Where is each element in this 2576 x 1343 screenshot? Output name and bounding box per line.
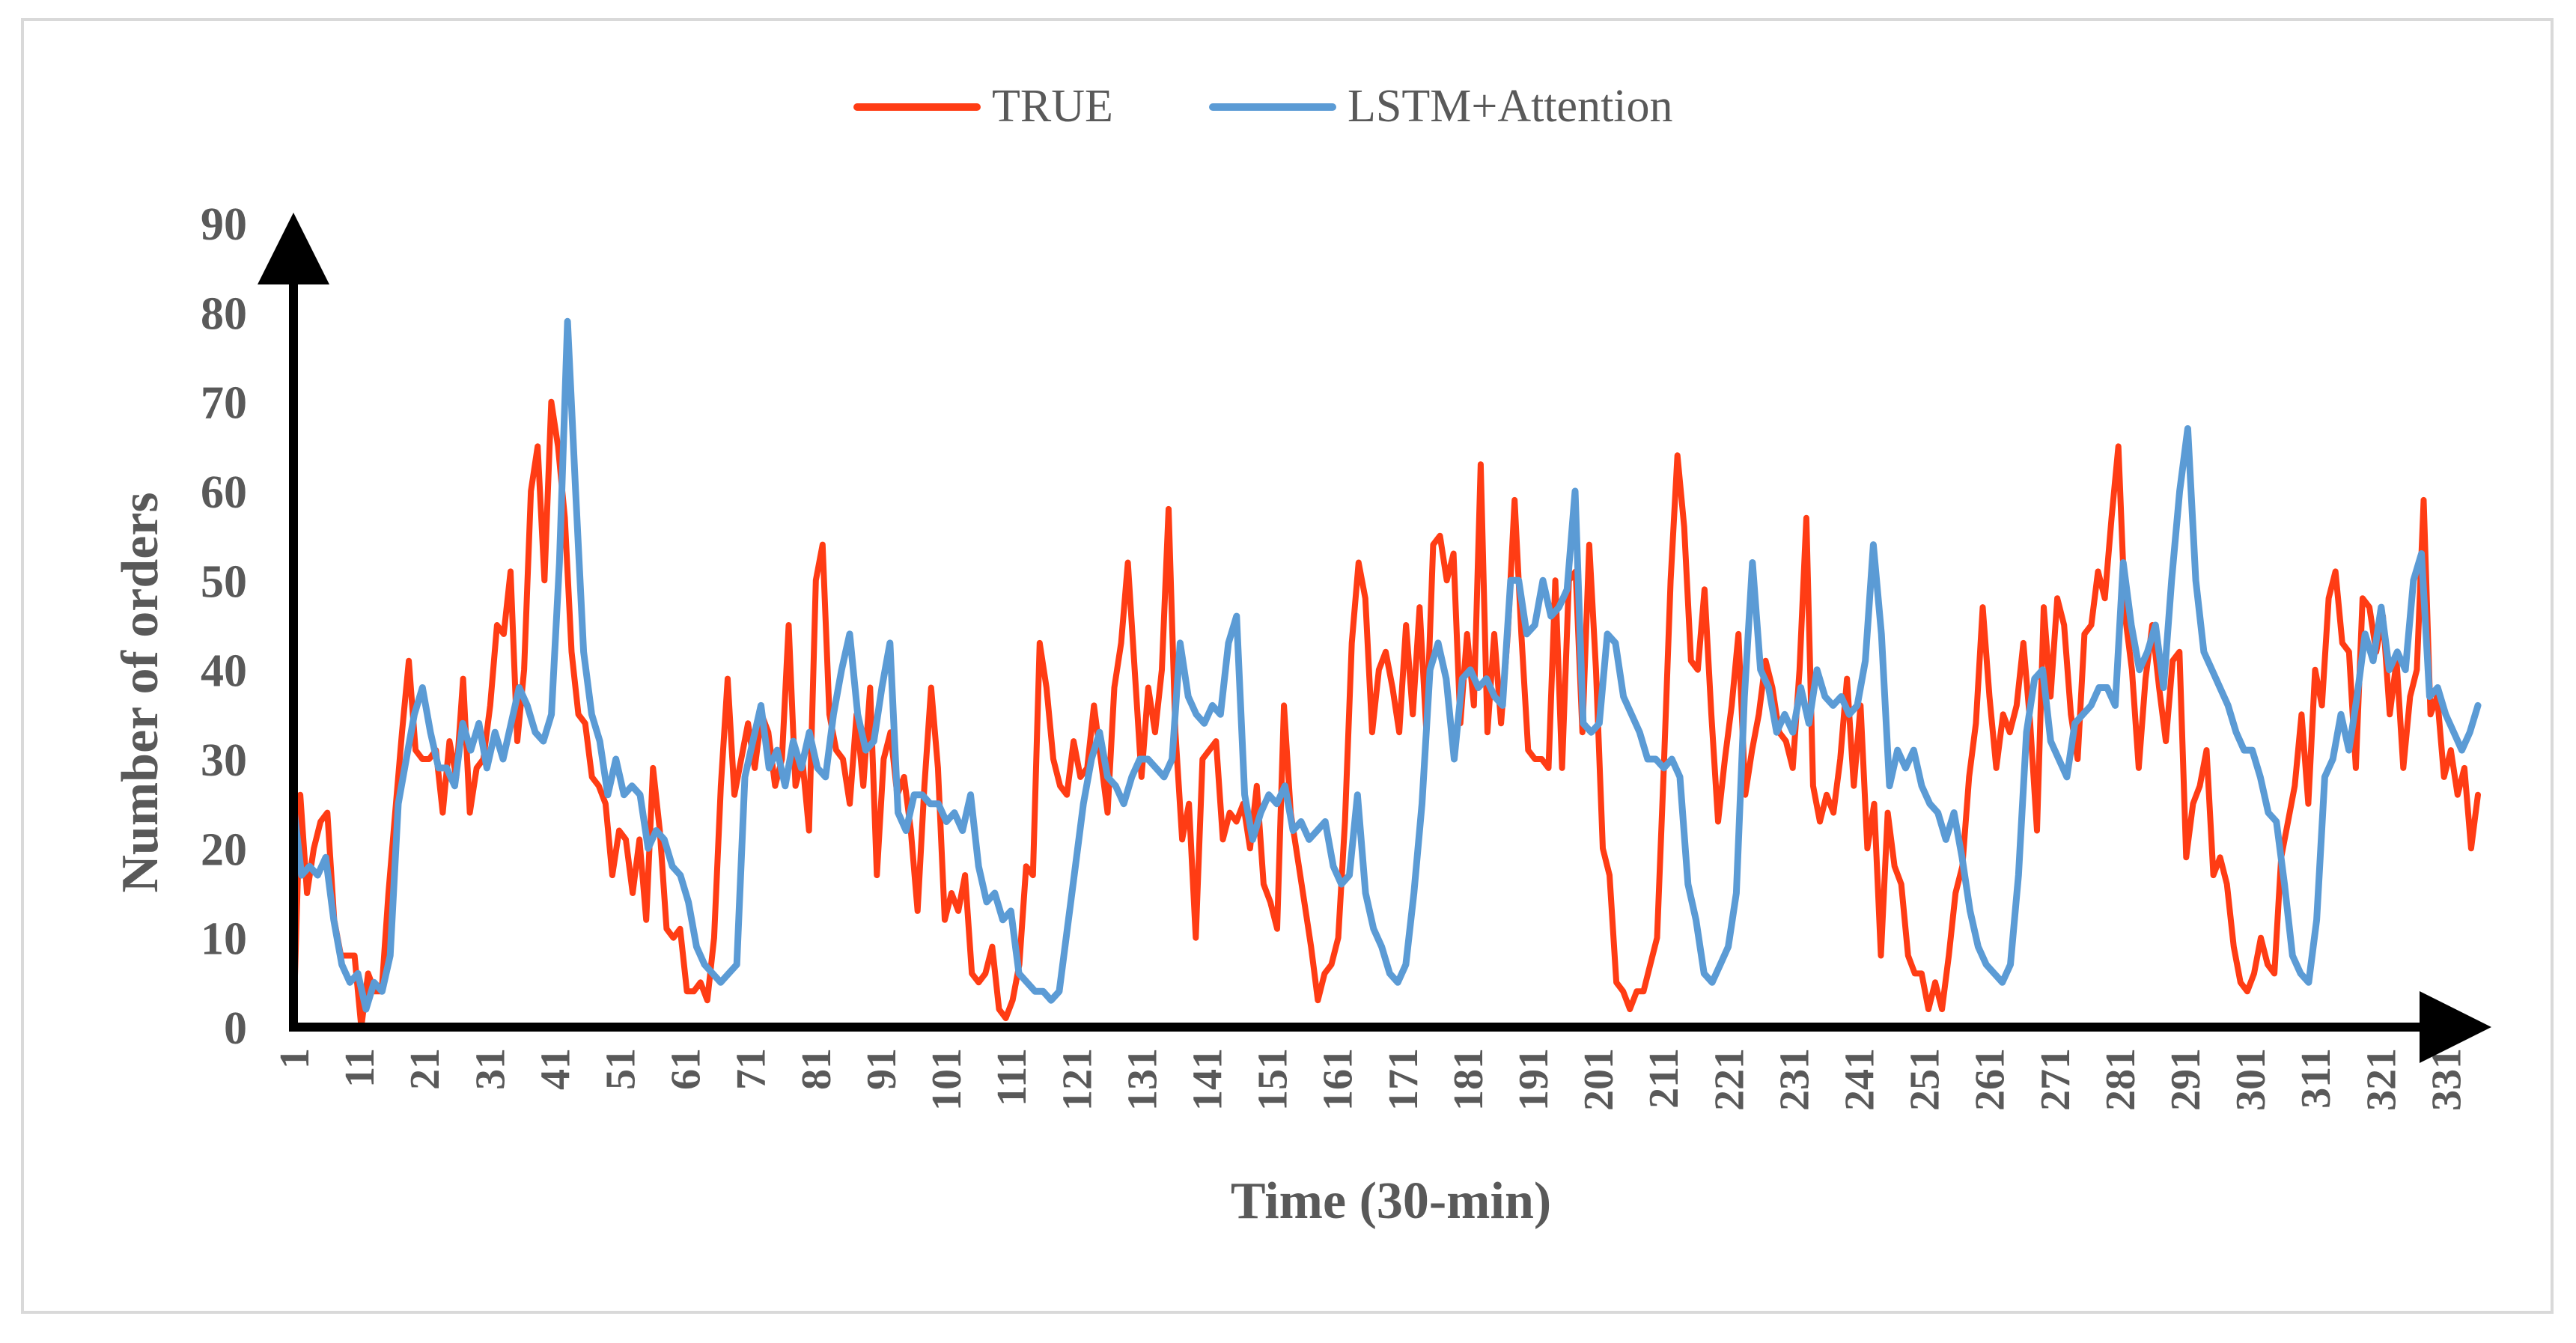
y-tick-label: 90 — [201, 199, 247, 250]
x-tick-label: 221 — [1706, 1048, 1753, 1111]
y-tick-label: 10 — [201, 914, 247, 965]
x-tick-label: 31 — [467, 1048, 514, 1090]
x-tick-label: 181 — [1446, 1048, 1492, 1111]
y-tick-label: 80 — [201, 288, 247, 339]
x-tick-label: 151 — [1250, 1048, 1297, 1111]
x-tick-label: 211 — [1641, 1048, 1687, 1109]
y-tick-label: 0 — [224, 1003, 247, 1054]
x-tick-label: 41 — [532, 1048, 579, 1090]
legend: TRUE LSTM+Attention — [853, 81, 1673, 132]
x-tick-label: 331 — [2423, 1048, 2470, 1111]
y-axis-title: Number of orders — [112, 492, 169, 892]
x-tick-label: 131 — [1119, 1048, 1166, 1111]
x-tick-label: 261 — [1967, 1048, 2014, 1111]
x-tick-label: 311 — [2293, 1048, 2339, 1109]
x-tick-label: 91 — [859, 1048, 905, 1090]
legend-lstm-label: LSTM+Attention — [1348, 81, 1673, 132]
x-tick-label: 281 — [2098, 1048, 2144, 1111]
x-tick-label: 291 — [2163, 1048, 2209, 1111]
y-tick-label: 20 — [201, 824, 247, 875]
y-tick-label: 60 — [201, 467, 247, 518]
x-tick-label: 141 — [1184, 1048, 1231, 1111]
x-tick-label: 21 — [402, 1048, 448, 1090]
series-line-true — [290, 398, 2481, 1030]
x-tick-label: 61 — [663, 1048, 710, 1090]
x-tick-label: 301 — [2228, 1048, 2274, 1111]
x-tick-label: 171 — [1380, 1048, 1427, 1111]
x-tick-label: 191 — [1511, 1048, 1557, 1111]
y-tick-label: 30 — [201, 735, 247, 786]
y-tick-label: 40 — [201, 646, 247, 697]
x-tick-label: 271 — [2033, 1048, 2079, 1111]
y-tick-label: 70 — [201, 378, 247, 429]
x-tick-label: 121 — [1054, 1048, 1100, 1111]
x-tick-label: 51 — [598, 1048, 645, 1090]
x-tick-label: 231 — [1771, 1048, 1818, 1111]
legend-true-label: TRUE — [992, 81, 1113, 132]
x-tick-label: 201 — [1576, 1048, 1622, 1111]
y-tick-label: 50 — [201, 556, 247, 607]
x-tick-label: 321 — [2358, 1048, 2405, 1111]
series-line-lstm-attention — [290, 317, 2482, 1013]
x-tick-label: 71 — [728, 1048, 775, 1090]
series-layer — [290, 317, 2482, 1030]
x-tick-label: 251 — [1902, 1048, 1949, 1111]
y-axis-ticks: 0 10 20 30 40 50 60 70 80 90 — [201, 199, 247, 1054]
x-tick-label: 1 — [272, 1048, 318, 1069]
x-tick-label: 11 — [337, 1048, 383, 1088]
x-axis-title: Time (30-min) — [1231, 1172, 1551, 1230]
x-tick-label: 101 — [924, 1048, 970, 1111]
x-tick-label: 81 — [794, 1048, 840, 1090]
x-tick-label: 241 — [1837, 1048, 1884, 1111]
x-tick-label: 161 — [1315, 1048, 1362, 1111]
x-tick-label: 111 — [989, 1048, 1035, 1106]
x-axis-ticks: 1 11 21 31 41 51 61 71 81 91 101 111 121 131 141 151 161… — [272, 1048, 2470, 1111]
